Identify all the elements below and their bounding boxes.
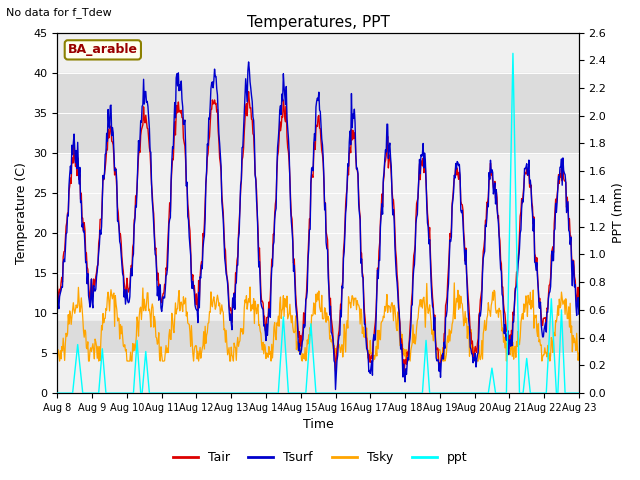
Y-axis label: PPT (mm): PPT (mm)	[612, 182, 625, 243]
Title: Temperatures, PPT: Temperatures, PPT	[246, 15, 390, 30]
Legend: Tair, Tsurf, Tsky, ppt: Tair, Tsurf, Tsky, ppt	[168, 446, 472, 469]
X-axis label: Time: Time	[303, 419, 333, 432]
Bar	[58, 321, 579, 353]
Bar	[58, 72, 579, 153]
Text: No data for f_Tdew: No data for f_Tdew	[6, 7, 112, 18]
Y-axis label: Temperature (C): Temperature (C)	[15, 162, 28, 264]
Text: BA_arable: BA_arable	[68, 43, 138, 56]
